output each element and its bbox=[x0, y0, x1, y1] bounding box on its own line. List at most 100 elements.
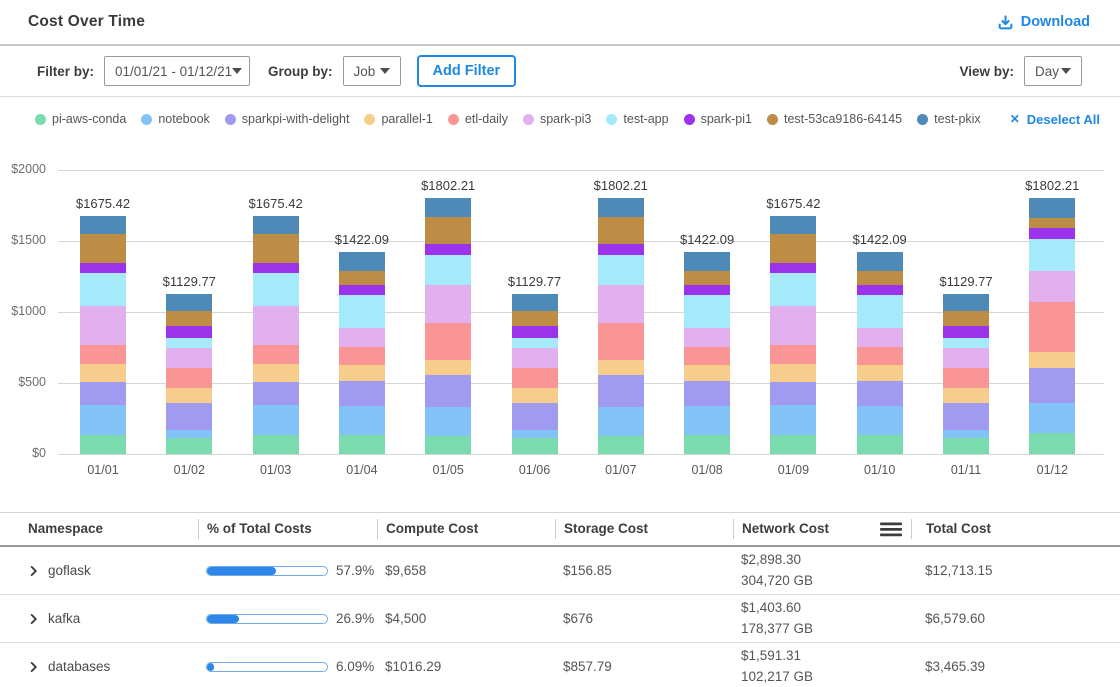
bar-segment-pi-aws-conda[interactable] bbox=[80, 434, 126, 454]
col-header-namespace[interactable]: Namespace bbox=[28, 521, 104, 536]
expand-chevron-icon[interactable] bbox=[28, 565, 39, 577]
bar-segment-spark-pi1[interactable] bbox=[597, 244, 644, 256]
bar-segment-parallel-1[interactable] bbox=[943, 387, 989, 403]
stacked-bar-01/05[interactable] bbox=[425, 198, 472, 454]
bar-segment-test-53ca9186-64145[interactable] bbox=[252, 233, 299, 263]
bar-segment-spark-pi1[interactable] bbox=[80, 262, 126, 274]
bar-segment-sparkpi-with-delight[interactable] bbox=[943, 402, 989, 430]
stacked-bar-01/04[interactable] bbox=[338, 252, 385, 454]
expand-chevron-icon[interactable] bbox=[28, 613, 39, 625]
bar-segment-sparkpi-with-delight[interactable] bbox=[80, 381, 126, 405]
bar-segment-notebook[interactable] bbox=[770, 404, 817, 435]
stacked-bar-01/06[interactable] bbox=[511, 293, 558, 454]
legend-item-test-pkix[interactable]: test-pkix bbox=[917, 112, 981, 126]
bar-segment-notebook[interactable] bbox=[425, 407, 472, 436]
bar-segment-etl-daily[interactable] bbox=[856, 346, 903, 366]
bar-segment-spark-pi1[interactable] bbox=[943, 326, 989, 339]
bar-segment-test-app[interactable] bbox=[166, 338, 213, 349]
bar-segment-etl-daily[interactable] bbox=[597, 323, 644, 360]
bar-segment-etl-daily[interactable] bbox=[943, 368, 989, 388]
bar-segment-test-app[interactable] bbox=[425, 255, 472, 285]
col-header-pct-total-costs[interactable]: % of Total Costs bbox=[198, 519, 377, 539]
bar-segment-pi-aws-conda[interactable] bbox=[511, 438, 558, 454]
bar-segment-test-pkix[interactable] bbox=[252, 216, 299, 234]
bar-segment-spark-pi3[interactable] bbox=[943, 348, 989, 369]
bar-segment-test-pkix[interactable] bbox=[943, 293, 989, 311]
bar-segment-parallel-1[interactable] bbox=[338, 365, 385, 381]
stacked-bar-01/01[interactable] bbox=[80, 216, 126, 454]
bar-segment-test-pkix[interactable] bbox=[80, 216, 126, 234]
bar-segment-parallel-1[interactable] bbox=[252, 364, 299, 382]
bar-segment-parallel-1[interactable] bbox=[856, 365, 903, 381]
bar-segment-etl-daily[interactable] bbox=[684, 346, 731, 366]
bar-segment-pi-aws-conda[interactable] bbox=[943, 438, 989, 454]
stacked-bar-01/03[interactable] bbox=[252, 216, 299, 454]
bar-segment-notebook[interactable] bbox=[684, 405, 731, 436]
bar-segment-test-53ca9186-64145[interactable] bbox=[1029, 218, 1076, 228]
bar-segment-test-app[interactable] bbox=[338, 295, 385, 328]
bar-segment-etl-daily[interactable] bbox=[511, 368, 558, 388]
bar-segment-test-53ca9186-64145[interactable] bbox=[166, 310, 213, 327]
bar-segment-parallel-1[interactable] bbox=[684, 365, 731, 381]
bar-segment-test-53ca9186-64145[interactable] bbox=[943, 310, 989, 327]
bar-segment-test-pkix[interactable] bbox=[597, 198, 644, 217]
bar-segment-pi-aws-conda[interactable] bbox=[338, 435, 385, 454]
bar-segment-etl-daily[interactable] bbox=[425, 323, 472, 360]
bar-segment-test-app[interactable] bbox=[943, 338, 989, 349]
bar-segment-notebook[interactable] bbox=[1029, 403, 1076, 433]
bar-segment-parallel-1[interactable] bbox=[80, 364, 126, 382]
bar-segment-etl-daily[interactable] bbox=[1029, 301, 1076, 353]
col-header-compute-cost[interactable]: Compute Cost bbox=[377, 519, 555, 539]
bar-segment-test-pkix[interactable] bbox=[856, 252, 903, 272]
bar-segment-spark-pi3[interactable] bbox=[166, 348, 213, 369]
bar-segment-notebook[interactable] bbox=[856, 405, 903, 436]
bar-segment-parallel-1[interactable] bbox=[597, 359, 644, 375]
stacked-bar-01/11[interactable] bbox=[943, 293, 989, 454]
bar-segment-sparkpi-with-delight[interactable] bbox=[770, 381, 817, 405]
bar-segment-spark-pi1[interactable] bbox=[338, 284, 385, 295]
bar-segment-test-53ca9186-64145[interactable] bbox=[770, 233, 817, 263]
bar-segment-spark-pi1[interactable] bbox=[511, 326, 558, 339]
bar-segment-test-app[interactable] bbox=[80, 273, 126, 307]
bar-segment-pi-aws-conda[interactable] bbox=[684, 435, 731, 454]
bar-segment-pi-aws-conda[interactable] bbox=[1029, 432, 1076, 454]
stacked-bar-01/07[interactable] bbox=[597, 198, 644, 454]
bar-segment-spark-pi1[interactable] bbox=[770, 262, 817, 274]
bar-segment-spark-pi3[interactable] bbox=[597, 284, 644, 324]
bar-segment-notebook[interactable] bbox=[943, 429, 989, 439]
bar-segment-pi-aws-conda[interactable] bbox=[252, 434, 299, 454]
bar-segment-spark-pi1[interactable] bbox=[684, 284, 731, 295]
bar-segment-test-53ca9186-64145[interactable] bbox=[856, 271, 903, 285]
bar-segment-test-53ca9186-64145[interactable] bbox=[80, 233, 126, 263]
bar-segment-test-pkix[interactable] bbox=[338, 252, 385, 272]
bar-segment-test-app[interactable] bbox=[1029, 238, 1076, 271]
bar-segment-test-app[interactable] bbox=[770, 273, 817, 307]
stacked-bar-01/12[interactable] bbox=[1029, 198, 1076, 454]
date-range-select[interactable]: 01/01/21 - 01/12/21 bbox=[104, 56, 251, 86]
bar-segment-spark-pi3[interactable] bbox=[252, 306, 299, 345]
legend-item-pi-aws-conda[interactable]: pi-aws-conda bbox=[35, 112, 126, 126]
bar-segment-spark-pi3[interactable] bbox=[338, 327, 385, 347]
bar-segment-sparkpi-with-delight[interactable] bbox=[684, 380, 731, 406]
bar-segment-notebook[interactable] bbox=[511, 429, 558, 439]
bar-segment-notebook[interactable] bbox=[338, 405, 385, 436]
expand-chevron-icon[interactable] bbox=[28, 661, 39, 673]
legend-item-etl-daily[interactable]: etl-daily bbox=[447, 112, 508, 126]
bar-segment-test-pkix[interactable] bbox=[166, 293, 213, 311]
bar-segment-parallel-1[interactable] bbox=[511, 387, 558, 403]
bar-segment-spark-pi3[interactable] bbox=[770, 306, 817, 345]
bar-segment-notebook[interactable] bbox=[80, 404, 126, 435]
stacked-bar-01/08[interactable] bbox=[684, 252, 731, 454]
group-by-select[interactable]: Job bbox=[342, 56, 401, 86]
bar-segment-sparkpi-with-delight[interactable] bbox=[166, 402, 213, 430]
bar-segment-spark-pi3[interactable] bbox=[856, 327, 903, 347]
bar-segment-pi-aws-conda[interactable] bbox=[597, 435, 644, 454]
bar-segment-sparkpi-with-delight[interactable] bbox=[425, 374, 472, 408]
table-row[interactable]: databases 6.09% $1016.29 $857.79 $1,591.… bbox=[0, 643, 1120, 687]
bar-segment-test-53ca9186-64145[interactable] bbox=[425, 216, 472, 245]
bar-segment-notebook[interactable] bbox=[166, 429, 213, 439]
bar-segment-etl-daily[interactable] bbox=[166, 368, 213, 388]
bar-segment-pi-aws-conda[interactable] bbox=[770, 434, 817, 454]
bar-segment-test-pkix[interactable] bbox=[770, 216, 817, 234]
bar-segment-parallel-1[interactable] bbox=[425, 359, 472, 375]
